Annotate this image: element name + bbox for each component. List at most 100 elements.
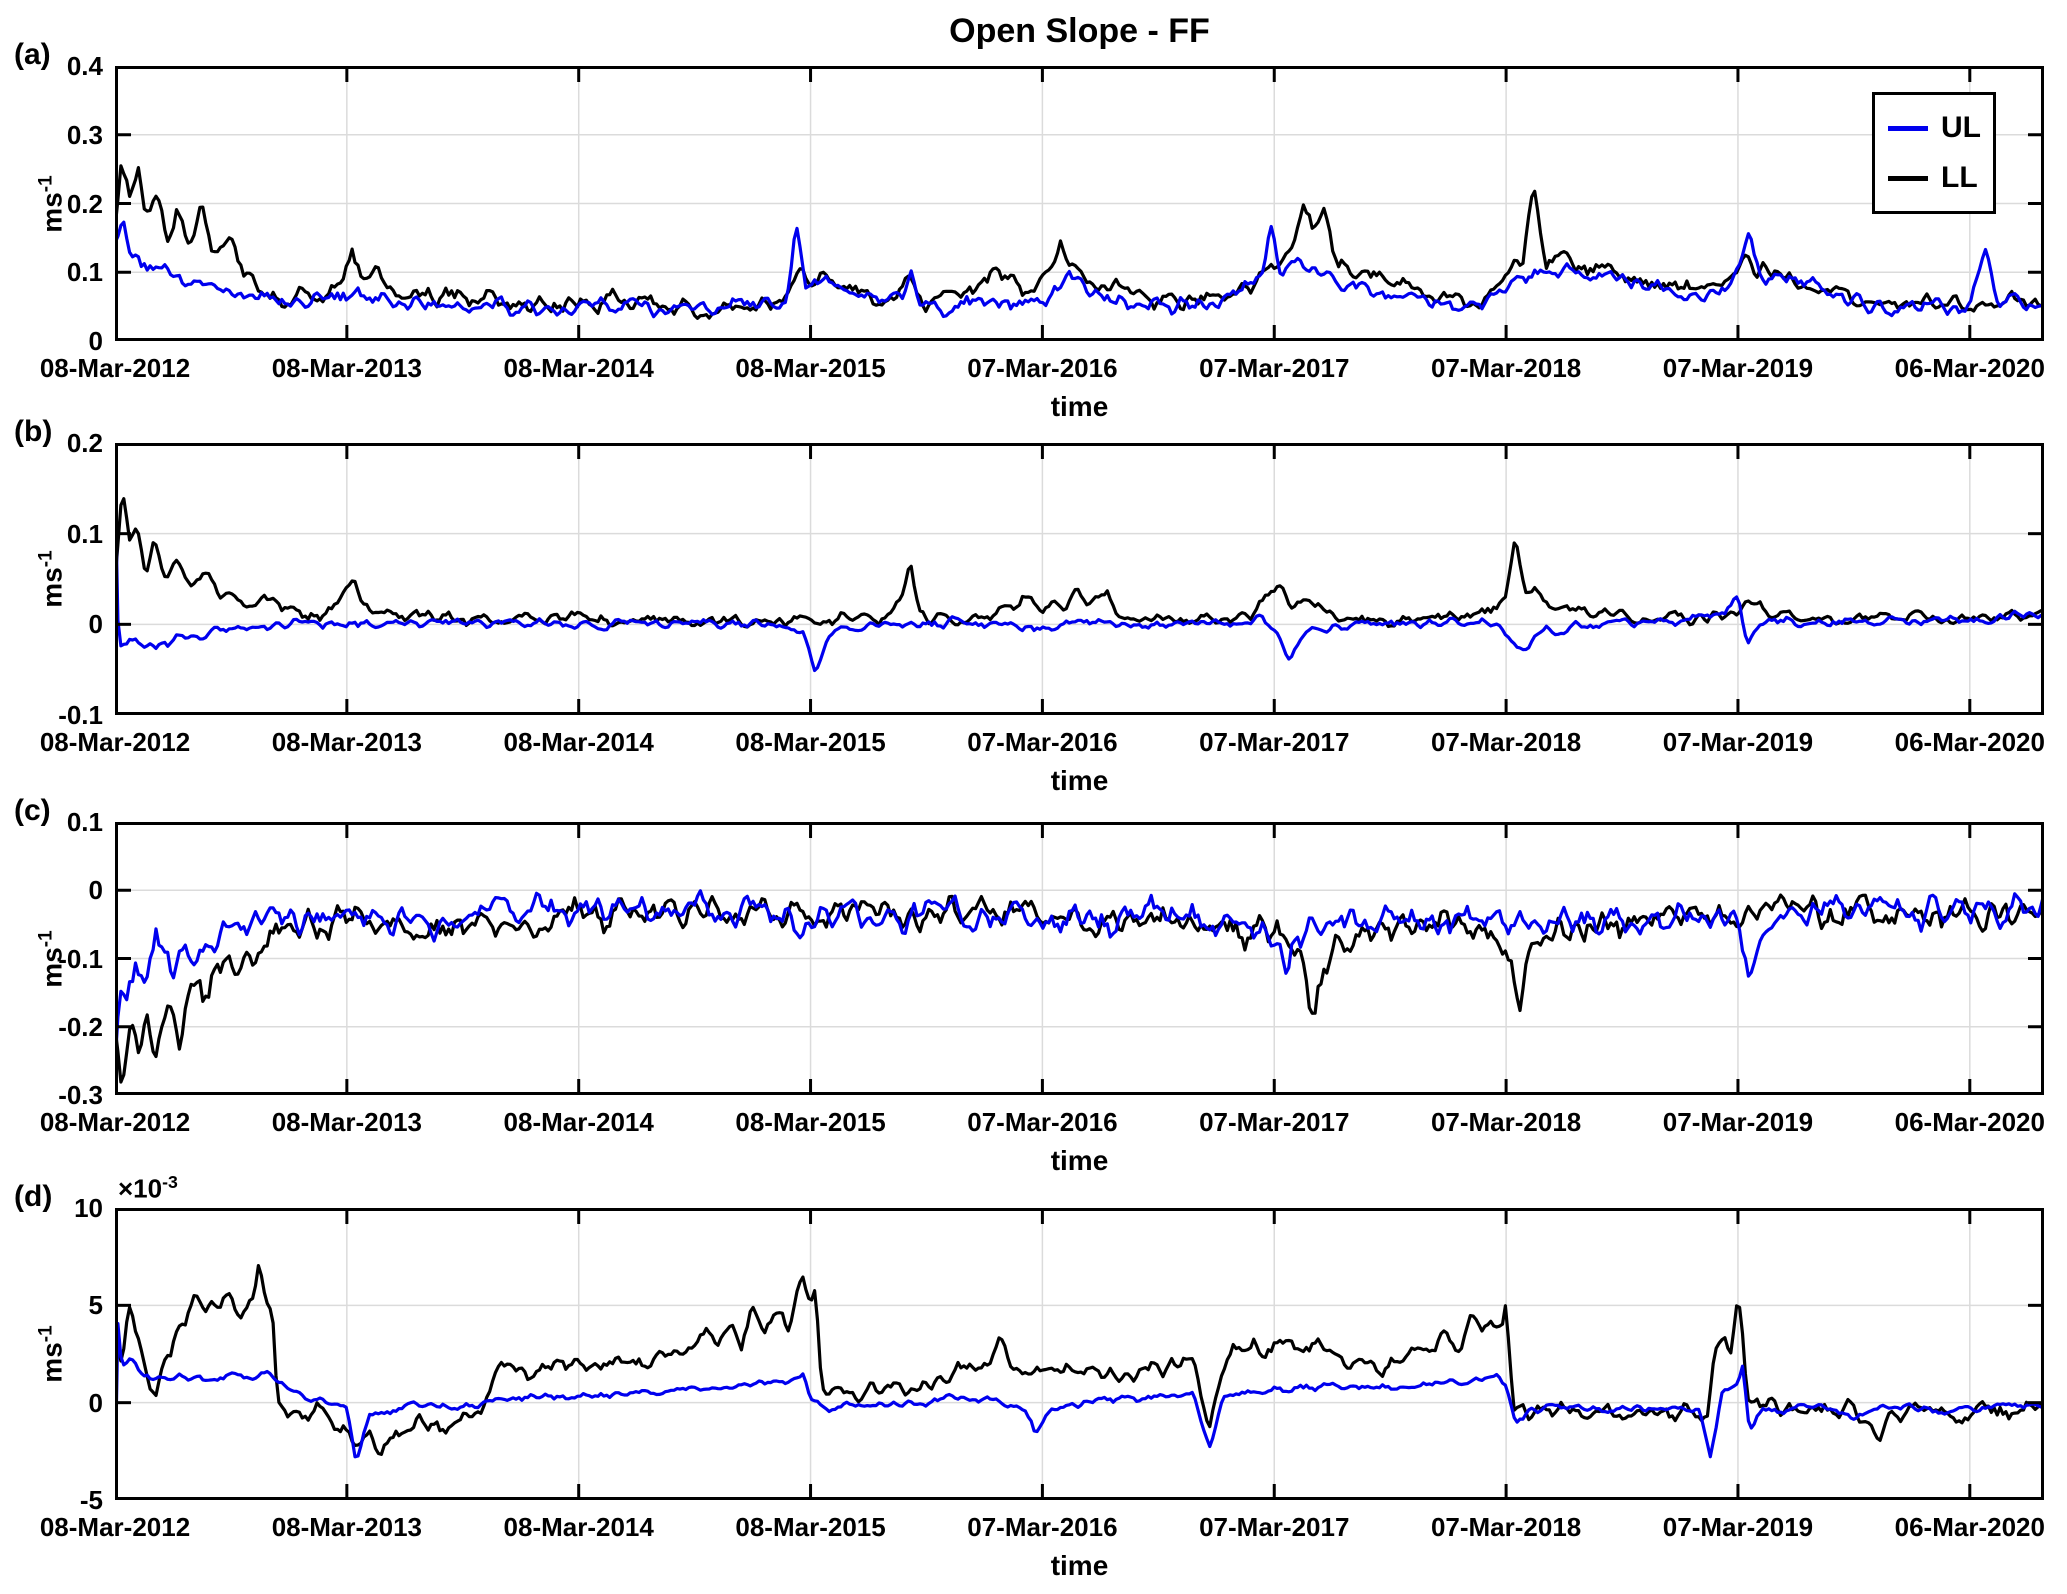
x-axis-label-a: time — [1050, 391, 1109, 422]
axes-border — [115, 1208, 2044, 1500]
x-tick-label: 07-Mar-2017 — [1199, 727, 1350, 757]
panel-letter-d: (d) — [14, 1180, 53, 1213]
x-tick-label: 07-Mar-2018 — [1430, 1107, 1582, 1137]
x-tick-label: 07-Mar-2019 — [1662, 727, 1814, 757]
y-axis-label-b: ms-1 — [35, 550, 68, 608]
x-tick-label: 07-Mar-2019 — [1662, 1512, 1814, 1542]
x-tick-label: 08-Mar-2013 — [271, 1512, 422, 1542]
x-tick-label: 07-Mar-2017 — [1199, 353, 1350, 383]
y-tick-label: 0.1 — [66, 257, 103, 288]
x-tick-label: 08-Mar-2014 — [503, 1107, 654, 1137]
x-axis-label-c: time — [1050, 1145, 1109, 1176]
x-tick-label: 06-Mar-2020 — [1894, 1107, 2045, 1137]
x-tick-label: 06-Mar-2020 — [1894, 353, 2045, 383]
y-tick-label: 0.2 — [66, 188, 103, 219]
x-tick-label: 07-Mar-2019 — [1662, 1107, 1814, 1137]
x-tick-label: 07-Mar-2017 — [1199, 1512, 1350, 1542]
y-tick-label: 0.2 — [66, 428, 103, 458]
legend-line-ul-icon — [1888, 125, 1928, 131]
x-axis-label-d: time — [1050, 1550, 1109, 1581]
x-tick-label: 07-Mar-2019 — [1662, 353, 1814, 383]
subplot-b: (b) ms-1 time -0.1 0 0.1 0.2 08-Mar-2012 08-M… — [0, 415, 2067, 810]
subplot-d: (d) ×10-3 ms-1 time -5 0 5 10 08-Mar-2012 08-… — [0, 1172, 2067, 1594]
plot-svg-(b) — [115, 443, 2044, 715]
series-line-ul — [115, 220, 2044, 319]
legend-label-ul: UL — [1941, 111, 1981, 144]
y-tick-label: 0.1 — [66, 518, 103, 549]
axes-border — [115, 66, 2044, 341]
x-tick-label: 06-Mar-2020 — [1894, 727, 2045, 757]
gridlines — [115, 1208, 2044, 1500]
panel-letter-b: (b) — [14, 415, 53, 448]
y-tick-label: 10 — [74, 1193, 103, 1223]
gridlines — [115, 443, 2044, 715]
y-tick-label: -0.1 — [58, 700, 103, 730]
plot-area-d — [115, 1208, 2044, 1500]
x-tick-label: 07-Mar-2018 — [1430, 727, 1582, 757]
plot-area-a — [115, 66, 2044, 341]
series-line-ll — [115, 164, 2044, 320]
axes-border — [115, 443, 2044, 715]
axes-border — [115, 822, 2044, 1095]
panel-letter-c: (c) — [14, 794, 51, 827]
y-tick-label: -5 — [79, 1485, 103, 1515]
y-tick-label: 0 — [88, 875, 103, 906]
x-tick-label: 08-Mar-2014 — [503, 353, 654, 383]
y-tick-label: 0.4 — [66, 51, 103, 81]
y-tick-label: 0 — [88, 326, 103, 356]
legend-item-ll: LL — [1875, 153, 1993, 203]
y-tick-label: 0 — [88, 1387, 103, 1418]
x-tick-label: 08-Mar-2013 — [271, 1107, 422, 1137]
series-line-ul — [115, 475, 2044, 673]
x-tick-label: 06-Mar-2020 — [1894, 1512, 2045, 1542]
x-tick-label: 07-Mar-2016 — [967, 727, 1118, 757]
axis-ticks — [115, 443, 2044, 715]
y-tick-label: 0.1 — [66, 807, 103, 837]
series-line-ul — [115, 889, 2044, 1067]
x-tick-label: 07-Mar-2017 — [1199, 1107, 1350, 1137]
x-tick-label: 08-Mar-2015 — [735, 727, 886, 757]
y-tick-label: -0.3 — [58, 1080, 103, 1110]
x-tick-label: 07-Mar-2018 — [1430, 353, 1582, 383]
y-tick-label: 0 — [88, 609, 103, 640]
x-tick-label: 08-Mar-2013 — [271, 353, 422, 383]
panel-letter-a: (a) — [14, 38, 51, 71]
legend-label-ll: LL — [1941, 161, 1978, 194]
y-axis-multiplier: ×10-3 — [118, 1172, 178, 1204]
x-tick-label: 08-Mar-2012 — [39, 353, 191, 383]
x-tick-label: 07-Mar-2016 — [967, 1107, 1118, 1137]
x-axis-label-b: time — [1050, 765, 1109, 796]
axis-ticks — [115, 1208, 2044, 1500]
y-tick-label: 5 — [88, 1290, 103, 1321]
x-tick-label: 07-Mar-2018 — [1430, 1512, 1582, 1542]
plot-svg-(d) — [115, 1208, 2044, 1500]
y-tick-label: -0.1 — [58, 943, 103, 974]
x-tick-label: 08-Mar-2012 — [39, 727, 191, 757]
series-line-ll — [115, 497, 2044, 629]
x-tick-label: 07-Mar-2016 — [967, 353, 1118, 383]
plot-area-b — [115, 443, 2044, 715]
x-tick-label: 08-Mar-2012 — [39, 1107, 191, 1137]
x-tick-label: 07-Mar-2016 — [967, 1512, 1118, 1542]
plot-area-c — [115, 822, 2044, 1095]
gridlines — [115, 822, 2044, 1095]
x-tick-label: 08-Mar-2015 — [735, 1512, 886, 1542]
legend-line-ll-icon — [1888, 175, 1928, 181]
plot-svg-(a) — [115, 66, 2044, 341]
subplot-c: (c) ms-1 time -0.3 -0.2 -0.1 0 0.1 08-Mar-201… — [0, 794, 2067, 1190]
legend: UL LL — [1872, 92, 1996, 214]
subplot-a: (a) ms-1 time 0 0.1 0.2 0.3 0.4 08-Mar-2012 08… — [0, 38, 2067, 436]
legend-item-ul: UL — [1875, 103, 1993, 153]
chart-title: Open Slope - FF — [949, 12, 1210, 50]
x-tick-label: 08-Mar-2015 — [735, 353, 886, 383]
x-tick-label: 08-Mar-2013 — [271, 727, 422, 757]
y-tick-label: 0.3 — [66, 119, 103, 150]
plot-svg-(c) — [115, 822, 2044, 1095]
x-tick-label: 08-Mar-2012 — [39, 1512, 191, 1542]
series-line-ul — [115, 1321, 2044, 1485]
x-tick-label: 08-Mar-2014 — [503, 727, 654, 757]
x-tick-label: 08-Mar-2014 — [503, 1512, 654, 1542]
x-tick-label: 08-Mar-2015 — [735, 1107, 886, 1137]
y-axis-label-d: ms-1 — [35, 1325, 68, 1383]
